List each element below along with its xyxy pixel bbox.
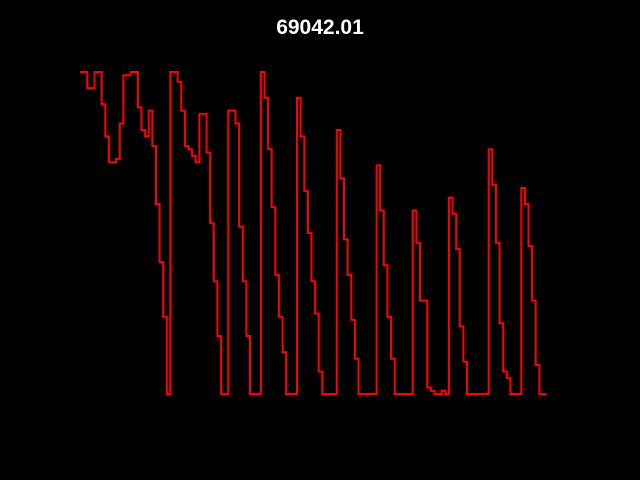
chart-title: 69042.01 — [276, 16, 364, 39]
series-line-0 — [80, 71, 547, 395]
